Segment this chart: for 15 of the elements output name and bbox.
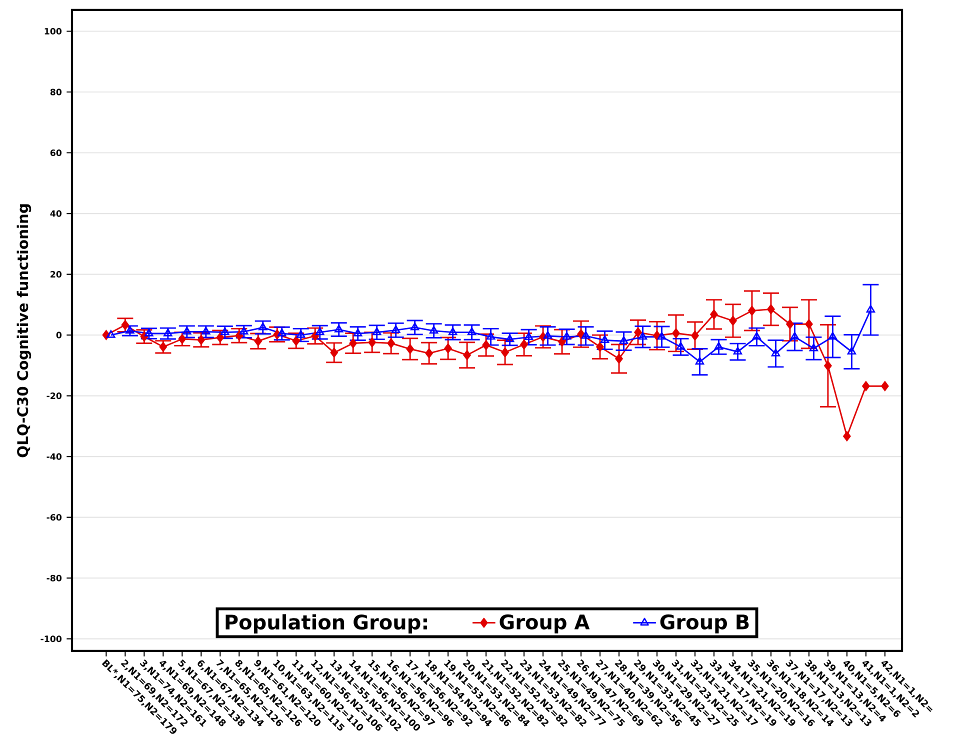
y-tick-label: 40 (50, 210, 62, 217)
y-tick-label: -80 (46, 574, 62, 582)
y-tick-label: 80 (50, 88, 62, 96)
y-tick-label: 20 (50, 270, 62, 278)
y-tick-label: -60 (46, 514, 62, 520)
y-tick-label: -20 (46, 392, 62, 399)
y-tick-label: 100 (44, 28, 62, 34)
y-tick-label: 60 (50, 149, 62, 156)
legend-label: Group B (660, 614, 749, 634)
y-axis-title: QLQ-C30 Cognitive functioning (16, 204, 32, 458)
legend-label: Group A (500, 614, 590, 634)
y-tick-label: -100 (40, 635, 62, 642)
legend-title: Population Group: (226, 614, 427, 634)
y-tick-label: 0 (56, 332, 62, 338)
y-tick-label: -40 (46, 453, 62, 460)
